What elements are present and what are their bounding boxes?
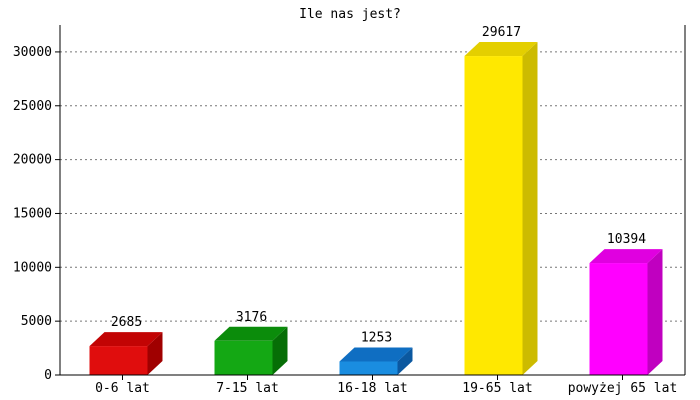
data-label: 29617 bbox=[482, 25, 521, 40]
bar-front bbox=[464, 56, 523, 375]
y-axis-ticks: 0 5000 10000 15000 20000 25000 30000 bbox=[13, 45, 60, 383]
y-tick-label: 5000 bbox=[21, 314, 52, 329]
data-label: 10394 bbox=[607, 232, 646, 247]
bar-top bbox=[464, 42, 538, 57]
y-tick-label: 0 bbox=[44, 368, 52, 383]
bar-front bbox=[339, 361, 398, 375]
bar bbox=[89, 332, 163, 375]
bar-front bbox=[589, 263, 648, 375]
y-tick-label: 10000 bbox=[13, 260, 52, 275]
y-tick-label: 25000 bbox=[13, 99, 52, 114]
x-tick-label: 16-18 lat bbox=[337, 381, 407, 396]
x-tick-label: 19-65 lat bbox=[462, 381, 532, 396]
grid-layer bbox=[60, 51, 685, 322]
x-tick-label: 7-15 lat bbox=[216, 381, 279, 396]
y-tick-label: 15000 bbox=[13, 206, 52, 221]
bar-top bbox=[214, 326, 288, 341]
y-tick-label: 30000 bbox=[13, 45, 52, 60]
x-tick-label: 0-6 lat bbox=[95, 381, 150, 396]
y-tick-label: 20000 bbox=[13, 153, 52, 168]
bar-side bbox=[397, 347, 413, 375]
data-label: 1253 bbox=[361, 331, 392, 346]
bar-top bbox=[339, 347, 413, 362]
bar-side bbox=[147, 332, 163, 375]
data-label: 3176 bbox=[236, 310, 267, 325]
data-label: 2685 bbox=[111, 315, 142, 330]
chart-title: Ile nas jest? bbox=[299, 7, 401, 22]
bar-front bbox=[214, 340, 273, 375]
bar-front bbox=[89, 346, 148, 375]
bars bbox=[89, 42, 663, 375]
bar bbox=[339, 347, 413, 375]
bar-side bbox=[522, 42, 538, 375]
bar-side bbox=[272, 326, 288, 375]
bar bbox=[589, 249, 663, 375]
x-axis-ticks: 0-6 lat 7-15 lat 16-18 lat 19-65 lat powyżej… bbox=[95, 375, 677, 396]
bar-top bbox=[89, 332, 163, 347]
bar-side bbox=[647, 249, 663, 375]
data-labels: 2685 3176 1253 29617 10394 bbox=[111, 25, 646, 345]
x-tick-label: powyżej 65 lat bbox=[568, 381, 678, 396]
bar bbox=[464, 42, 538, 375]
bar bbox=[214, 326, 288, 375]
bar-top bbox=[589, 249, 663, 264]
